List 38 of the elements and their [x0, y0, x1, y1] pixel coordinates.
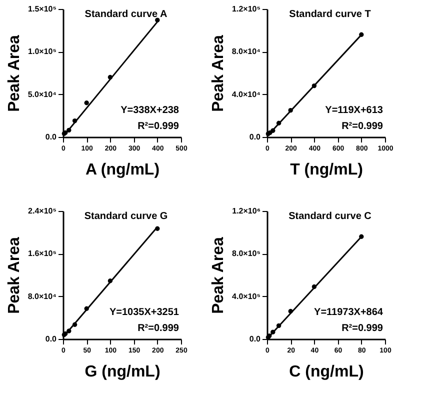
point: [155, 18, 160, 22]
y-tick-label: 2.4×10⁵: [28, 206, 57, 216]
chart-title: Standard curve G: [84, 211, 168, 222]
y-tick-label: 8.0×10⁵: [232, 249, 261, 258]
y-tick-label: 1.2×10⁶: [232, 206, 261, 216]
annotation: Y=338X+238: [120, 105, 180, 116]
chart-title: Standard curve A: [84, 9, 168, 20]
annotation: Y=119X+613: [325, 105, 384, 116]
y-tick-label: 1.2×10⁵: [232, 4, 261, 14]
y-tick-label: 8.0×10⁴: [232, 47, 261, 56]
annotation: R²=0.999: [138, 121, 180, 132]
y-tick-label: 1.0×10⁵: [28, 47, 57, 56]
y-tick-label: 0.0: [45, 132, 58, 142]
y-tick-label: 5.0×10⁴: [28, 90, 57, 99]
annotation: R²=0.999: [138, 323, 180, 334]
annotation: R²=0.999: [342, 121, 384, 132]
y-tick-label: 4.0×10⁵: [232, 292, 261, 301]
point: [84, 100, 89, 106]
y-tick-label: 8.0×10⁴: [28, 292, 57, 301]
chart-title: Standard curve T: [289, 9, 371, 20]
annotation: Y=1035X+3251: [109, 307, 180, 318]
y-axis-title: Peak Area: [6, 237, 23, 314]
y-tick-label: 0.0: [45, 334, 58, 344]
x-axis-title: G (ng/mL): [84, 364, 160, 380]
x-axis-title: C (ng/mL): [289, 364, 364, 380]
annotation: Y=11973X+864: [314, 307, 384, 318]
chart-title: Standard curve C: [288, 211, 372, 222]
y-tick-label: 1.6×10⁵: [28, 249, 57, 258]
y-tick-label: 0.0: [249, 132, 262, 142]
x-axis-title: A (ng/mL): [85, 162, 160, 178]
x-axis-title: T (ng/mL): [290, 162, 363, 178]
y-tick-label: 1.5×10⁵: [28, 4, 57, 14]
y-axis-title: Peak Area: [6, 35, 23, 112]
y-axis-title: Peak Area: [210, 237, 228, 314]
annotation: R²=0.999: [342, 323, 384, 334]
y-tick-label: 0.0: [249, 334, 262, 344]
y-axis-title: Peak Area: [210, 35, 227, 112]
y-tick-label: 4.0×10⁴: [232, 90, 261, 99]
